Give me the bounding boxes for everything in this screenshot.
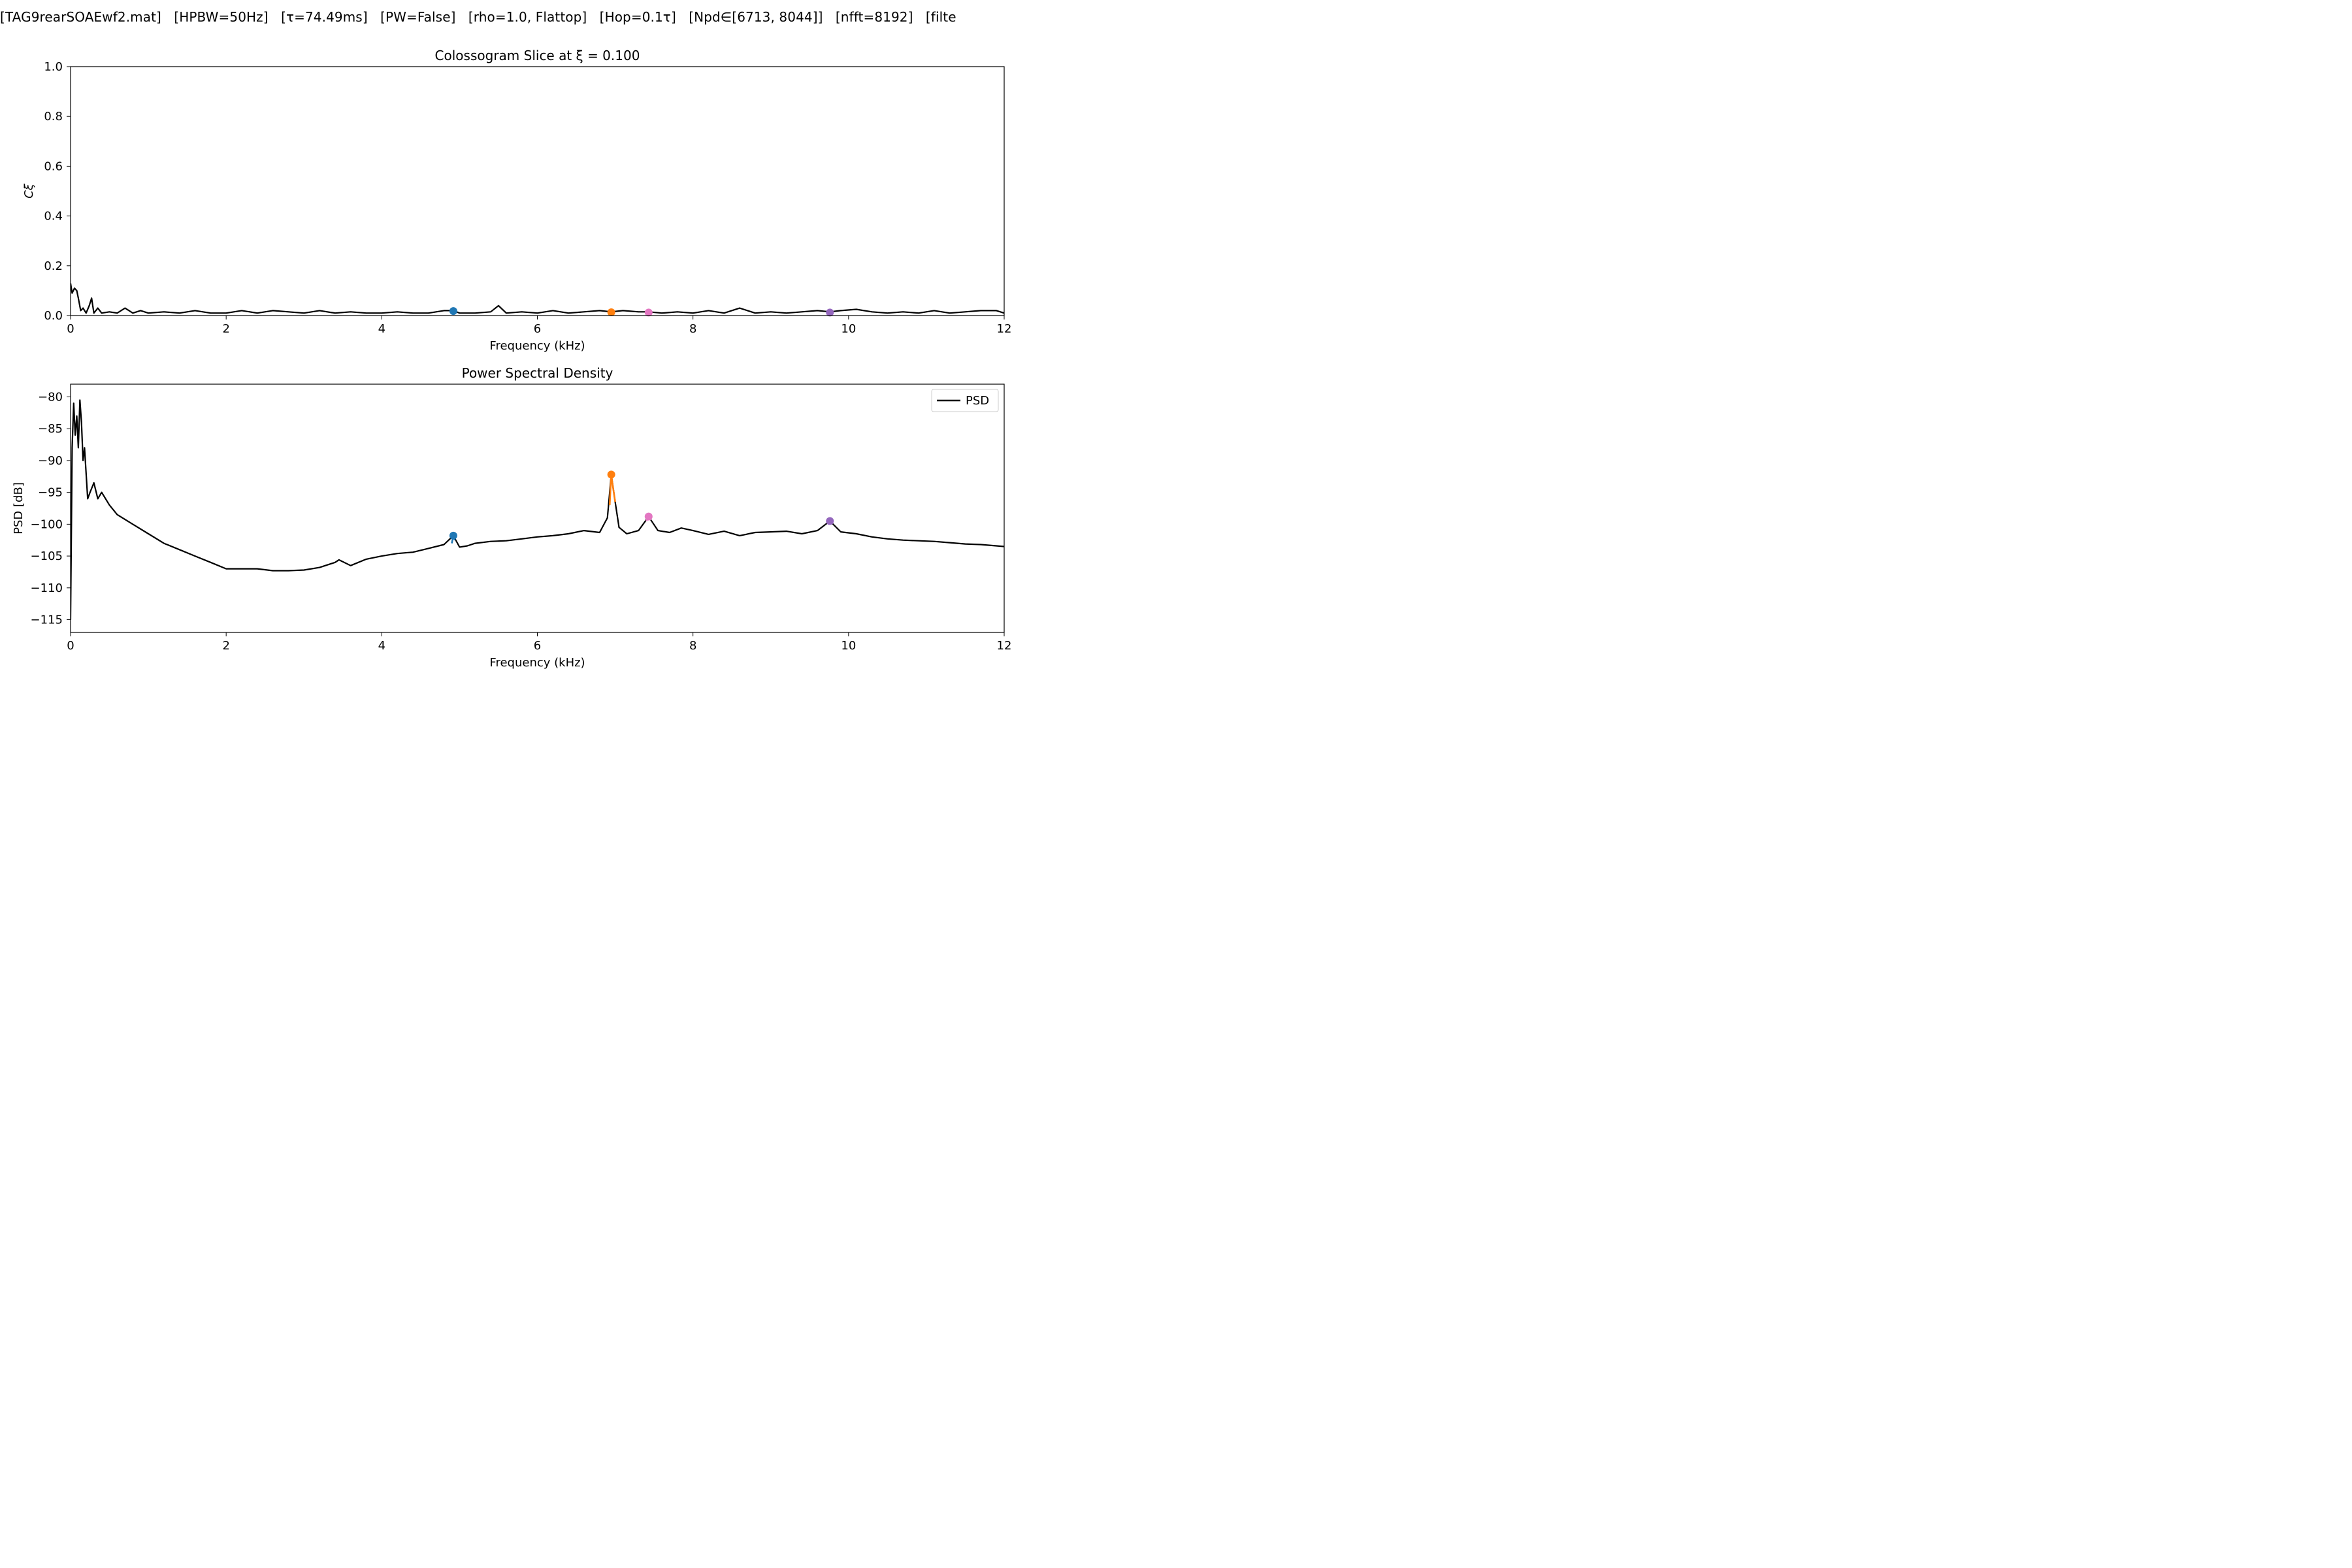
x-tick-label: 10: [841, 639, 856, 653]
peak-marker-2: [644, 308, 653, 317]
y-tick-label: −100: [31, 517, 63, 531]
y-axis-label: Cξ: [22, 183, 36, 199]
suptitle-filter: [filte: [925, 9, 956, 25]
suptitle-npd: [Npd∈[6713, 8044]]: [689, 9, 823, 25]
y-tick-label: −110: [31, 581, 63, 595]
x-tick-label: 0: [67, 322, 74, 336]
y-tick-label: −80: [38, 390, 63, 404]
x-tick-label: 6: [534, 322, 541, 336]
y-tick-label: −95: [38, 486, 63, 500]
suptitle-hop: [Hop=0.1τ]: [599, 9, 676, 25]
series-line-0: [71, 283, 1004, 314]
x-axis-label: Frequency (kHz): [489, 339, 585, 353]
suptitle-file: [TAG9rearSOAEwf2.mat]: [0, 9, 161, 25]
peak-marker-3: [826, 517, 834, 525]
legend-box: [931, 389, 999, 412]
peak-marker-0: [449, 531, 457, 540]
peak-marker-0: [449, 307, 457, 316]
legend-label: PSD: [966, 394, 989, 408]
colossogram-axes: Colossogram Slice at ξ = 0.100 0 2 4 6 8 10 12 0…: [22, 48, 1011, 353]
y-tick-label: −90: [38, 454, 63, 468]
figure-suptitle: [TAG9rearSOAEwf2.mat] [HPBW=50Hz] [τ=74.…: [0, 9, 956, 25]
suptitle-nfft: [nfft=8192]: [835, 9, 913, 25]
x-tick-label: 12: [997, 322, 1012, 336]
y-tick-label: 0.4: [44, 210, 63, 223]
suptitle-pw: [PW=False]: [380, 9, 456, 25]
legend: PSD: [931, 389, 999, 412]
x-tick-label: 2: [222, 322, 229, 336]
x-tick-label: 12: [997, 639, 1012, 653]
psd-axes: Power Spectral Density 0 2 4 6 8 10 12 −80 −85 −90…: [12, 365, 1011, 670]
x-tick-label: 4: [378, 639, 385, 653]
y-tick-label: 0.6: [44, 159, 63, 173]
x-tick-label: 0: [67, 639, 74, 653]
x-tick-label: 2: [222, 639, 229, 653]
y-tick-label: −115: [31, 613, 63, 627]
y-tick-label: 1.0: [44, 60, 63, 74]
axes-frame: [70, 66, 1005, 316]
axes-frame: [70, 384, 1005, 633]
peak-highlight-0: [608, 474, 616, 506]
y-tick-label: −85: [38, 422, 63, 436]
suptitle-window: [rho=1.0, Flattop]: [468, 9, 587, 25]
peak-marker-1: [607, 308, 615, 317]
x-tick-label: 8: [689, 639, 696, 653]
y-tick-label: 0.8: [44, 110, 63, 123]
y-tick-label: −105: [31, 549, 63, 563]
x-tick-label: 8: [689, 322, 696, 336]
chart-title: Colossogram Slice at ξ = 0.100: [435, 48, 640, 63]
peak-marker-1: [607, 470, 615, 479]
peak-marker-2: [644, 512, 653, 521]
x-tick-label: 10: [841, 322, 856, 336]
plot-area: [71, 399, 1004, 620]
peak-marker-3: [826, 308, 834, 317]
series-line-0: [71, 399, 1004, 620]
plot-area: [71, 283, 1004, 314]
x-tick-label: 6: [534, 639, 541, 653]
suptitle-hpbw: [HPBW=50Hz]: [174, 9, 269, 25]
y-tick-label: 0.0: [44, 309, 63, 323]
chart-title: Power Spectral Density: [462, 365, 613, 381]
x-axis-label: Frequency (kHz): [489, 656, 585, 670]
y-tick-label: 0.2: [44, 259, 63, 273]
suptitle-tau: [τ=74.49ms]: [281, 9, 368, 25]
x-tick-label: 4: [378, 322, 385, 336]
figure-canvas: Colossogram Slice at ξ = 0.100 0 2 4 6 8 10 12 0…: [12, 48, 1011, 670]
y-axis-label: PSD [dB]: [12, 482, 25, 534]
